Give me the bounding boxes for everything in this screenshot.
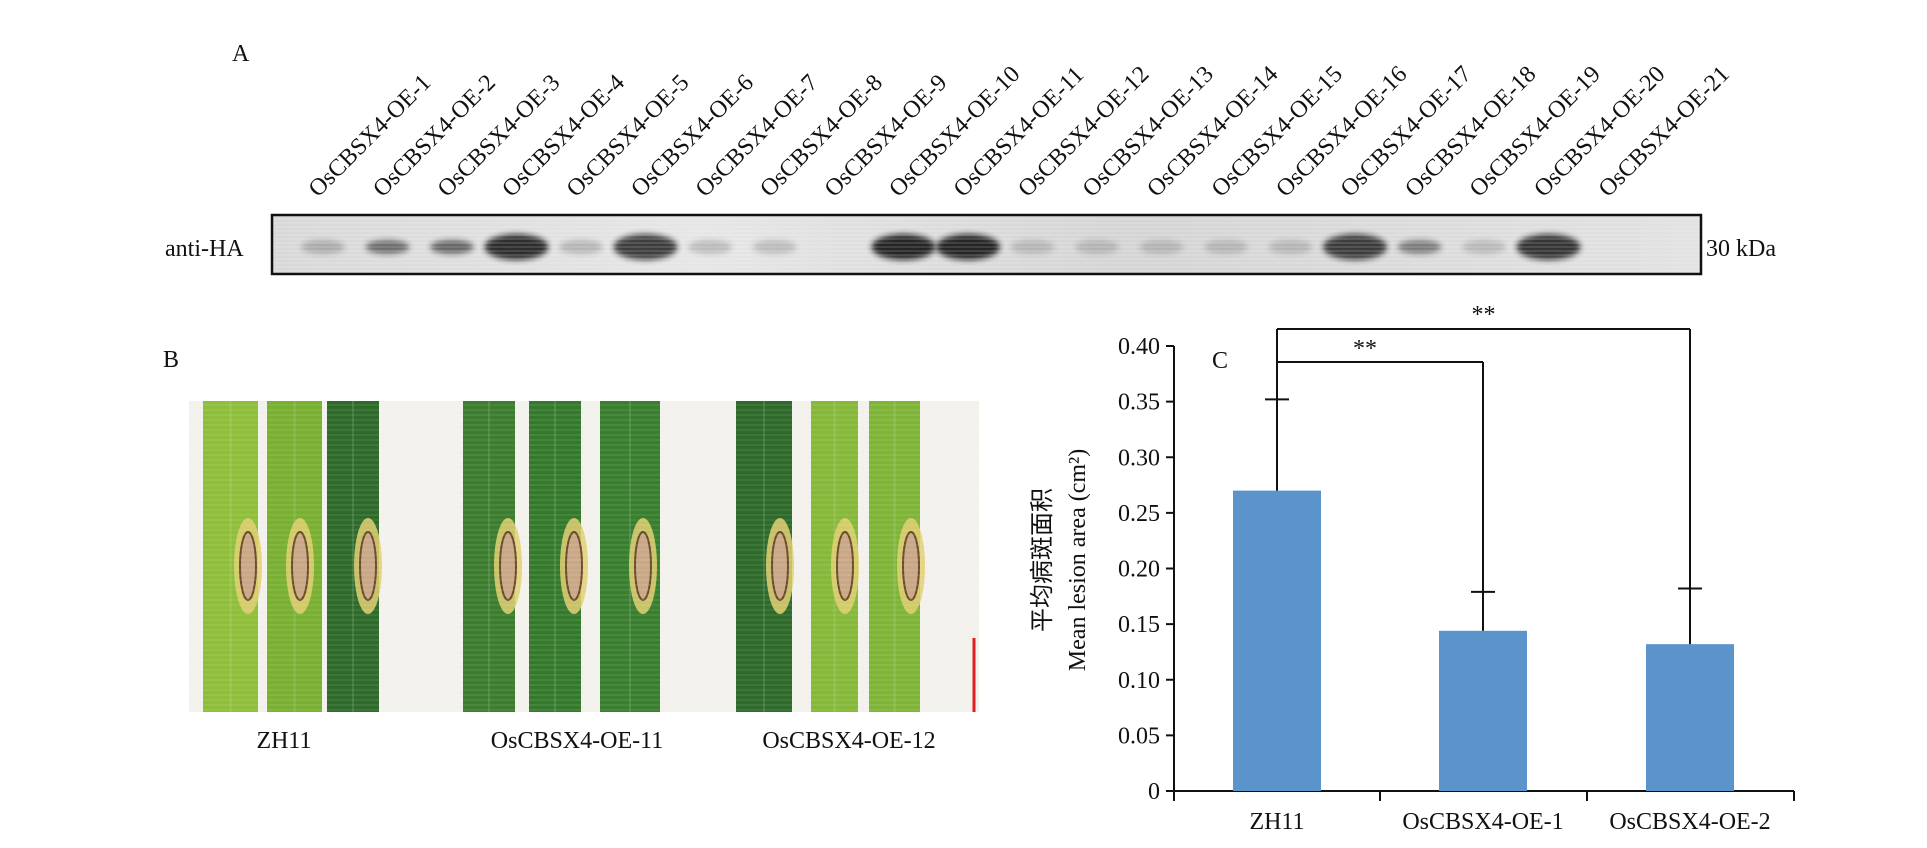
band (871, 234, 936, 260)
y-tick-label: 0.40 (1118, 334, 1160, 360)
y-tick-label: 0.15 (1118, 612, 1160, 638)
band (1323, 234, 1387, 260)
significance-label: ** (1472, 302, 1496, 328)
band (752, 240, 797, 254)
lesion (239, 531, 257, 601)
lesion (565, 531, 583, 601)
x-tick-label: OsCBSX4-OE-1 (1402, 809, 1563, 835)
bar-chart: 0 0.05 0.10 0.15 0.20 0.25 0.30 0.35 0.40 ZH11 OsC… (1118, 302, 1795, 835)
y-tick-label: 0.20 (1118, 557, 1160, 583)
group-label-oe-12: OsCBSX4-OE-12 (762, 728, 935, 754)
band (430, 240, 474, 254)
lesion (836, 531, 854, 601)
lane-labels: OsCBSX4-OE-1OsCBSX4-OE-2OsCBSX4-OE-3OsCB… (304, 61, 1735, 202)
panel-b: B ZH11 OsCBSX4-OE-11 OsCBSX4-OE-12 (163, 347, 979, 754)
panel-b-label: B (163, 347, 179, 373)
group-label-oe-11: OsCBSX4-OE-11 (491, 728, 663, 754)
lesion (902, 531, 920, 601)
band (1075, 240, 1119, 254)
band (613, 234, 678, 260)
lesion (771, 531, 789, 601)
panel-a-label: A (232, 41, 250, 67)
blot-bands (274, 218, 1699, 272)
bar (1233, 490, 1321, 791)
lesion (634, 531, 652, 601)
band (1204, 240, 1248, 254)
y-axis-label-cn: 平均病斑面积 (1029, 488, 1056, 632)
panel-c: C 平均病斑面积 Mean lesion area (cm²) 0 0.05 0.1… (1029, 302, 1795, 835)
band (1010, 240, 1055, 254)
band (559, 240, 603, 254)
panel-c-label: C (1212, 348, 1228, 374)
y-tick-label: 0.05 (1118, 723, 1160, 749)
significance-label: ** (1353, 336, 1377, 362)
band (1268, 240, 1313, 254)
group-label-zh11: ZH11 (256, 728, 311, 754)
bar (1646, 644, 1734, 791)
band (1397, 240, 1442, 254)
y-tick-label: 0.10 (1118, 668, 1160, 694)
size-marker-label: 30 kDa (1706, 236, 1776, 262)
x-tick-label: ZH11 (1249, 809, 1304, 835)
y-tick-label: 0.35 (1118, 390, 1160, 416)
lesion (359, 531, 377, 601)
y-tick-label: 0.25 (1118, 501, 1160, 527)
y-tick-label: 0 (1148, 779, 1160, 805)
band (1462, 240, 1506, 254)
y-tick-label: 0.30 (1118, 445, 1160, 471)
lesion (499, 531, 517, 601)
antibody-label: anti-HA (165, 236, 244, 262)
lesion (291, 531, 309, 601)
band (484, 234, 549, 260)
band (936, 234, 1000, 260)
band (1516, 234, 1581, 260)
band (301, 240, 345, 254)
x-tick-label: OsCBSX4-OE-2 (1609, 809, 1770, 835)
y-axis-label: Mean lesion area (cm²) (1065, 449, 1091, 671)
leaf-photo (189, 401, 979, 712)
bar (1439, 630, 1527, 791)
panel-a: A OsCBSX4-OE-1OsCBSX4-OE-2OsCBSX4-OE-3Os… (165, 41, 1776, 276)
band (1139, 240, 1184, 254)
band (688, 240, 732, 254)
band (365, 240, 410, 254)
